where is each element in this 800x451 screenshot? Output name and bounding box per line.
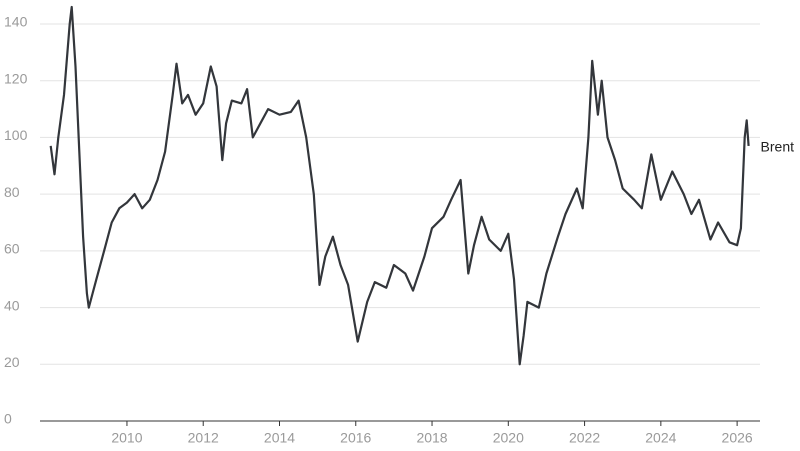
y-tick-label: 60 (4, 241, 20, 257)
x-tick-label: 2016 (340, 430, 371, 446)
x-tick-label: 2014 (264, 430, 295, 446)
series-label: Brent (761, 139, 795, 155)
x-tick-label: 2024 (645, 430, 676, 446)
x-tick-label: 2020 (493, 430, 524, 446)
series-line (49, 5, 750, 366)
x-tick-label: 2022 (569, 430, 600, 446)
x-tick-label: 2026 (722, 430, 753, 446)
x-tick-label: 2012 (188, 430, 219, 446)
y-tick-label: 120 (4, 70, 28, 86)
x-tick-label: 2010 (111, 430, 142, 446)
x-tick-label: 2018 (416, 430, 447, 446)
y-tick-label: 100 (4, 127, 28, 143)
y-tick-label: 80 (4, 184, 20, 200)
y-tick-label: 0 (4, 411, 12, 427)
y-tick-label: 20 (4, 354, 20, 370)
y-tick-label: 40 (4, 297, 20, 313)
y-tick-label: 140 (4, 14, 28, 30)
